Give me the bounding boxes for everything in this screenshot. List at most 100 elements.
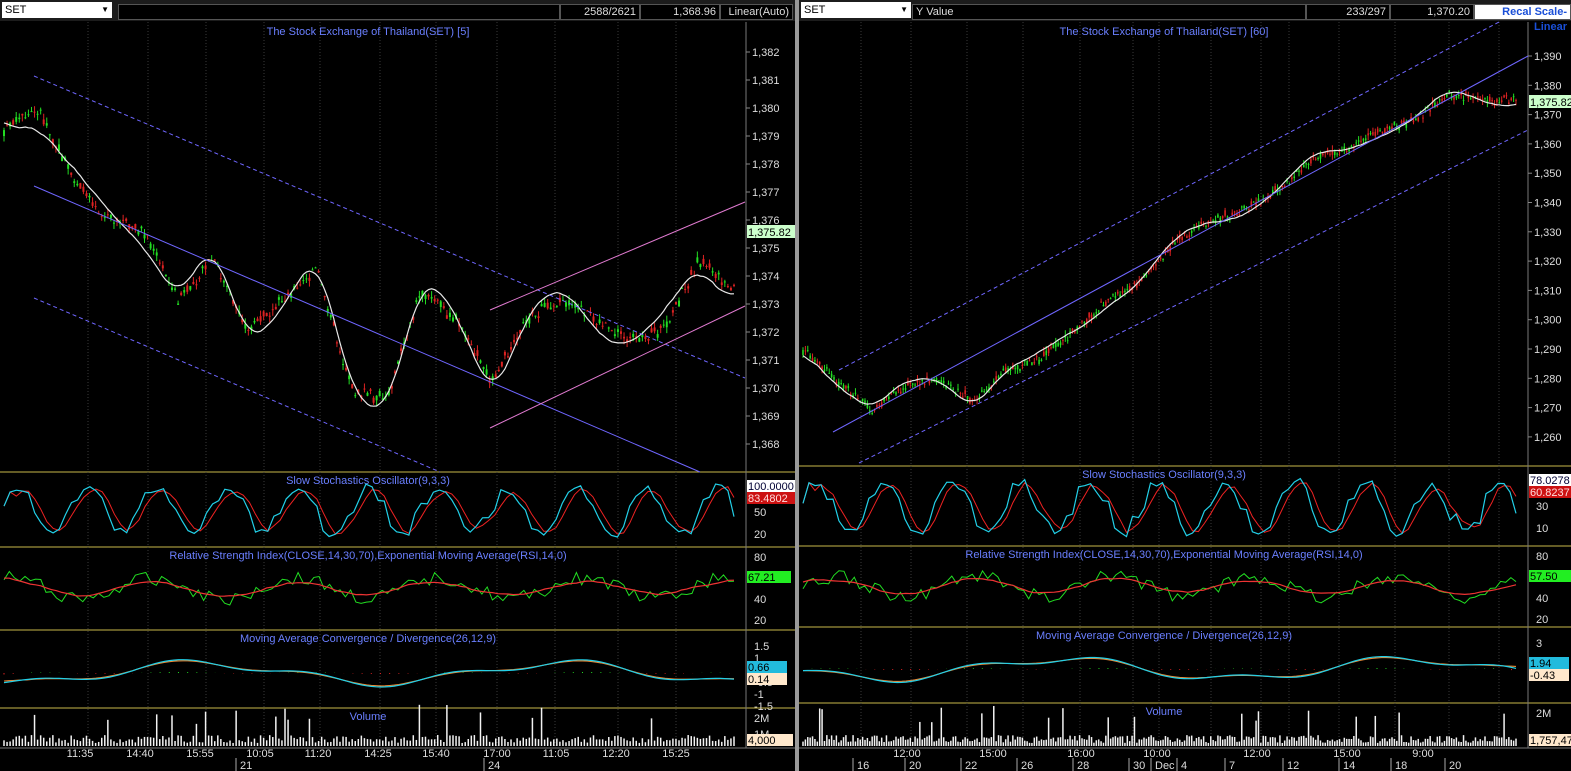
time-label: 12:20 (602, 748, 630, 760)
candle-body (897, 389, 900, 391)
time-label: 15:25 (662, 748, 690, 760)
candle-body (902, 388, 904, 390)
date-label: 22 (965, 760, 977, 771)
candle-body (1348, 149, 1350, 152)
candle-body (170, 287, 173, 291)
candle-body (256, 318, 259, 322)
chevron-down-icon: ▼ (101, 5, 109, 14)
candle-body (1076, 326, 1079, 331)
candle-body (1281, 185, 1284, 188)
candle-body (522, 322, 525, 324)
candle-body (1319, 153, 1322, 159)
price-tick-label: 1,330 (1534, 227, 1562, 239)
candle-body (592, 316, 595, 322)
macd-title: Moving Average Convergence / Divergence(… (1036, 630, 1292, 642)
candle-body (15, 117, 18, 122)
right-symbol-value: SET (804, 4, 826, 16)
candle-body (1140, 277, 1143, 282)
candle-body (650, 328, 653, 333)
candle-body (1381, 131, 1384, 133)
candle-body (861, 398, 864, 402)
candle-body (1503, 95, 1505, 98)
candle-body (21, 113, 24, 116)
candle-body (818, 361, 821, 365)
candle-body (1312, 156, 1315, 159)
candle-body (436, 299, 439, 301)
candle-body (549, 307, 552, 310)
rsi-ema-line (802, 577, 1517, 596)
recal-scale-button[interactable]: Recal Scale-Linear (1474, 4, 1571, 33)
candle-body (586, 310, 589, 312)
candle-body (1291, 177, 1293, 180)
candle-body (909, 382, 912, 384)
candle-body (1176, 238, 1179, 240)
candle-body (733, 284, 735, 286)
date-label: 26 (1021, 760, 1033, 771)
candle-body (1233, 211, 1236, 213)
candle-body (433, 299, 436, 302)
stoch-d-value: 60.8237 (1530, 487, 1570, 499)
candle-body (109, 214, 112, 219)
candle-body (583, 314, 586, 317)
candle-body (103, 217, 106, 219)
price-tick-label: 1,300 (1534, 315, 1562, 327)
candle-body (1114, 296, 1117, 298)
candle-body (222, 280, 225, 283)
candle-body (1059, 342, 1062, 346)
candle-body (253, 320, 256, 323)
candle-body (122, 219, 125, 221)
candle-body (57, 144, 60, 152)
candle-body (18, 117, 21, 120)
candle-body (1512, 96, 1515, 98)
candle-body (186, 285, 189, 292)
price-tick-label: 1,370 (752, 383, 780, 395)
candle-body (1271, 190, 1274, 193)
right-chart-canvas[interactable]: 1,390 1,380 1,370 1,360 1,350 1,340 1,330 1,320… (799, 0, 1571, 771)
candle-body (482, 367, 485, 370)
candle-body (899, 391, 902, 394)
candle-body (1369, 133, 1372, 135)
candle-body (714, 273, 717, 279)
candle-body (491, 376, 494, 381)
left-chart-canvas[interactable]: 1,3821,3811,3801,3791,3781,3771,3761,375… (0, 0, 795, 771)
candle-body (668, 321, 671, 323)
candle-body (1510, 98, 1513, 101)
candle-body (513, 339, 516, 343)
volume-tick-label: 2M (1536, 708, 1551, 720)
candle-body (1488, 96, 1491, 102)
candle-body (978, 396, 981, 399)
right-chart-panel[interactable]: SET ▼ Y Value 233/297 1,370.20 Recal Sca… (799, 0, 1571, 771)
candle-body (448, 312, 451, 318)
candle-body (1004, 367, 1007, 373)
candle-body (259, 316, 262, 322)
candle-body (1350, 145, 1353, 148)
candle-body (1105, 301, 1107, 306)
candle-body (866, 404, 869, 408)
candle-body (1155, 264, 1157, 266)
candle-body (665, 321, 668, 328)
date-label: 20 (909, 760, 921, 771)
candle-body (1178, 235, 1181, 239)
rsi-ema-line (3, 577, 735, 597)
rsi-tick-label: 40 (754, 594, 766, 606)
candle-body (1000, 373, 1002, 376)
left-scale-mode[interactable]: Linear(Auto) (720, 4, 793, 20)
left-chart-panel[interactable]: SET ▼ 2588/2621 1,368.96 Linear(Auto) 1,… (0, 0, 795, 771)
macd-signal-line (802, 657, 1517, 682)
candle-body (1102, 304, 1105, 307)
candle-body (1057, 343, 1059, 347)
left-symbol-select[interactable]: SET ▼ (2, 2, 112, 18)
panel-divider[interactable] (795, 0, 799, 771)
rsi-value: 57.50 (1530, 571, 1558, 583)
candle-body (1100, 301, 1102, 303)
right-symbol-select[interactable]: SET ▼ (801, 2, 911, 18)
candle-body (393, 371, 396, 374)
last-price-label: 1,375.82 (1530, 97, 1571, 109)
candle-body (1357, 140, 1360, 142)
right-cursor-label: Y Value (912, 4, 1306, 20)
stoch-title: Slow Stochastics Oscillator(9,3,3) (286, 475, 450, 487)
candle-body (451, 317, 454, 322)
price-tick-label: 1,260 (1534, 432, 1562, 444)
candle-body (1486, 100, 1489, 103)
candle-body (262, 311, 265, 317)
